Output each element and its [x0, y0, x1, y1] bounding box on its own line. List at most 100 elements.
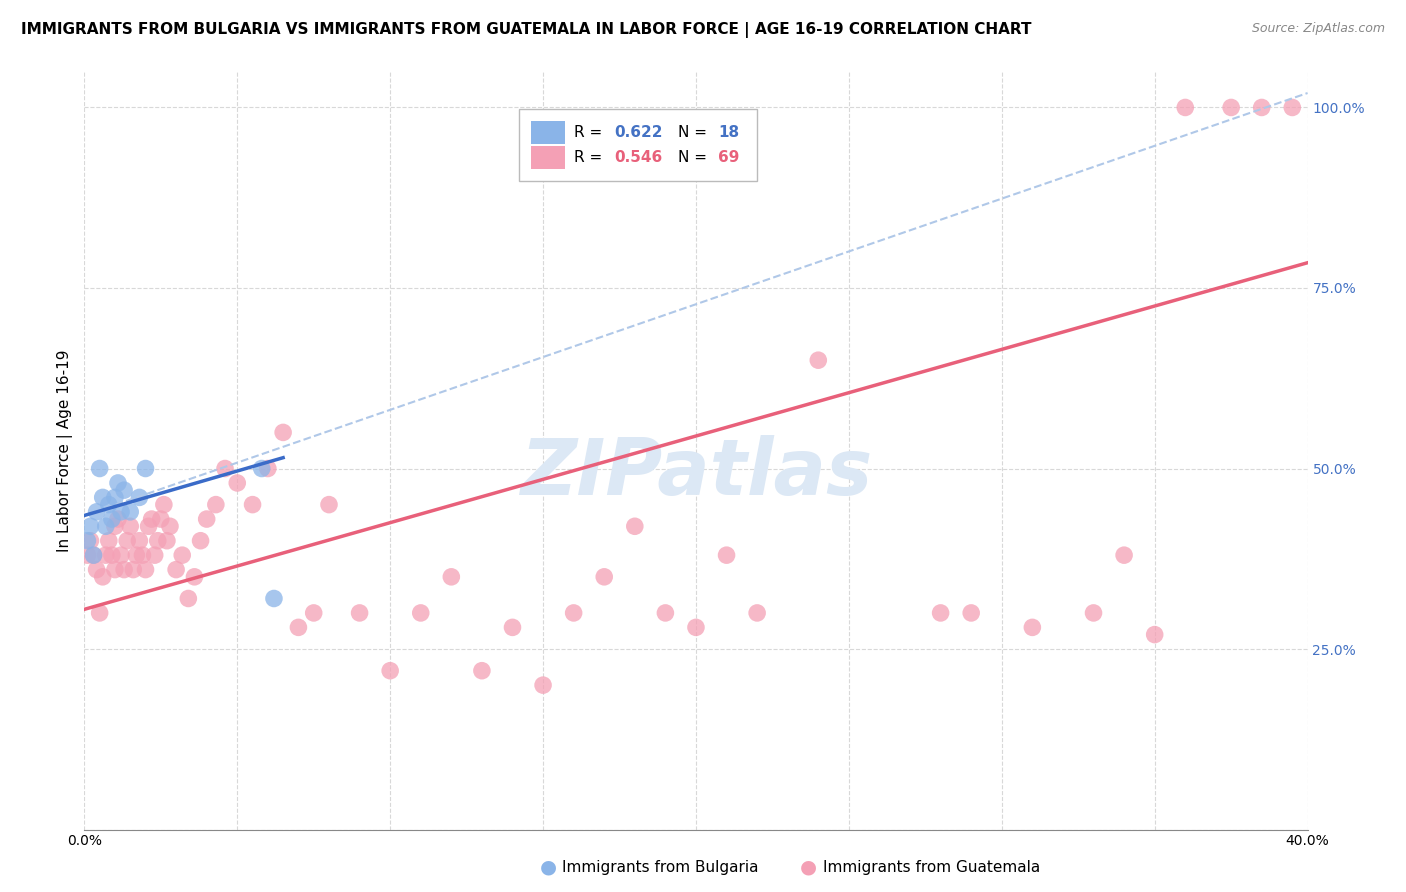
- Point: [97, 533, 120, 548]
- Point: [960, 606, 983, 620]
- Point: [86, 505, 108, 519]
- Point: [143, 548, 166, 562]
- Point: [318, 498, 340, 512]
- Point: [165, 563, 187, 577]
- FancyBboxPatch shape: [519, 110, 758, 181]
- Point: [101, 512, 124, 526]
- Point: [807, 353, 830, 368]
- Point: [141, 512, 163, 526]
- Point: [149, 512, 172, 526]
- Point: [86, 563, 108, 577]
- Point: [531, 678, 554, 692]
- Text: ●: ●: [800, 857, 817, 877]
- Point: [112, 483, 135, 498]
- Point: [250, 461, 273, 475]
- Point: [214, 461, 236, 475]
- Point: [128, 533, 150, 548]
- Point: [146, 533, 169, 548]
- Point: [471, 664, 494, 678]
- Point: [128, 491, 150, 505]
- Point: [135, 461, 157, 475]
- Point: [172, 548, 194, 562]
- Point: [257, 461, 280, 475]
- Point: [76, 533, 98, 548]
- Point: [107, 475, 129, 490]
- Point: [91, 570, 114, 584]
- Point: [112, 563, 135, 577]
- Point: [205, 498, 228, 512]
- Y-axis label: In Labor Force | Age 16-19: In Labor Force | Age 16-19: [58, 349, 73, 552]
- Point: [120, 505, 142, 519]
- Text: 0.622: 0.622: [614, 125, 662, 140]
- Text: Immigrants from Guatemala: Immigrants from Guatemala: [823, 860, 1040, 874]
- Point: [502, 620, 524, 634]
- Point: [125, 548, 148, 562]
- Point: [104, 563, 127, 577]
- Point: [287, 620, 309, 634]
- Point: [91, 491, 114, 505]
- Point: [242, 498, 264, 512]
- Point: [929, 606, 952, 620]
- Point: [156, 533, 179, 548]
- Text: 0.546: 0.546: [614, 150, 662, 165]
- Point: [89, 606, 111, 620]
- Point: [409, 606, 432, 620]
- Point: [1281, 100, 1303, 114]
- Point: [1143, 627, 1166, 641]
- Point: [380, 664, 402, 678]
- Point: [1114, 548, 1136, 562]
- Point: [104, 491, 127, 505]
- Point: [1250, 100, 1272, 114]
- Point: [110, 505, 132, 519]
- Point: [138, 519, 160, 533]
- Point: [1021, 620, 1043, 634]
- Point: [83, 548, 105, 562]
- Point: [1174, 100, 1197, 114]
- Text: N =: N =: [678, 150, 711, 165]
- Point: [1083, 606, 1105, 620]
- Text: Immigrants from Bulgaria: Immigrants from Bulgaria: [562, 860, 759, 874]
- Point: [153, 498, 176, 512]
- Point: [654, 606, 676, 620]
- Text: 69: 69: [718, 150, 740, 165]
- Text: N =: N =: [678, 125, 711, 140]
- Point: [94, 548, 117, 562]
- Point: [94, 519, 117, 533]
- Point: [159, 519, 181, 533]
- Point: [349, 606, 371, 620]
- Point: [115, 533, 138, 548]
- Point: [747, 606, 769, 620]
- Point: [624, 519, 647, 533]
- Point: [271, 425, 294, 440]
- Text: IMMIGRANTS FROM BULGARIA VS IMMIGRANTS FROM GUATEMALA IN LABOR FORCE | AGE 16-19: IMMIGRANTS FROM BULGARIA VS IMMIGRANTS F…: [21, 22, 1032, 38]
- Point: [110, 548, 132, 562]
- Point: [79, 519, 101, 533]
- Point: [685, 620, 707, 634]
- Text: R =: R =: [574, 150, 607, 165]
- Point: [97, 498, 120, 512]
- Point: [76, 548, 98, 562]
- Point: [562, 606, 585, 620]
- Point: [83, 548, 105, 562]
- Point: [120, 519, 142, 533]
- Point: [195, 512, 218, 526]
- Text: ZIPatlas: ZIPatlas: [520, 435, 872, 511]
- Point: [107, 512, 129, 526]
- Point: [131, 548, 153, 562]
- Point: [177, 591, 200, 606]
- Point: [716, 548, 738, 562]
- Point: [440, 570, 463, 584]
- Point: [135, 563, 157, 577]
- Point: [122, 563, 145, 577]
- Point: [104, 519, 127, 533]
- FancyBboxPatch shape: [531, 146, 565, 169]
- Point: [183, 570, 205, 584]
- Point: [263, 591, 285, 606]
- Text: ●: ●: [540, 857, 557, 877]
- Text: R =: R =: [574, 125, 607, 140]
- Point: [593, 570, 616, 584]
- Text: 18: 18: [718, 125, 740, 140]
- Point: [101, 548, 124, 562]
- Point: [89, 461, 111, 475]
- Point: [1220, 100, 1243, 114]
